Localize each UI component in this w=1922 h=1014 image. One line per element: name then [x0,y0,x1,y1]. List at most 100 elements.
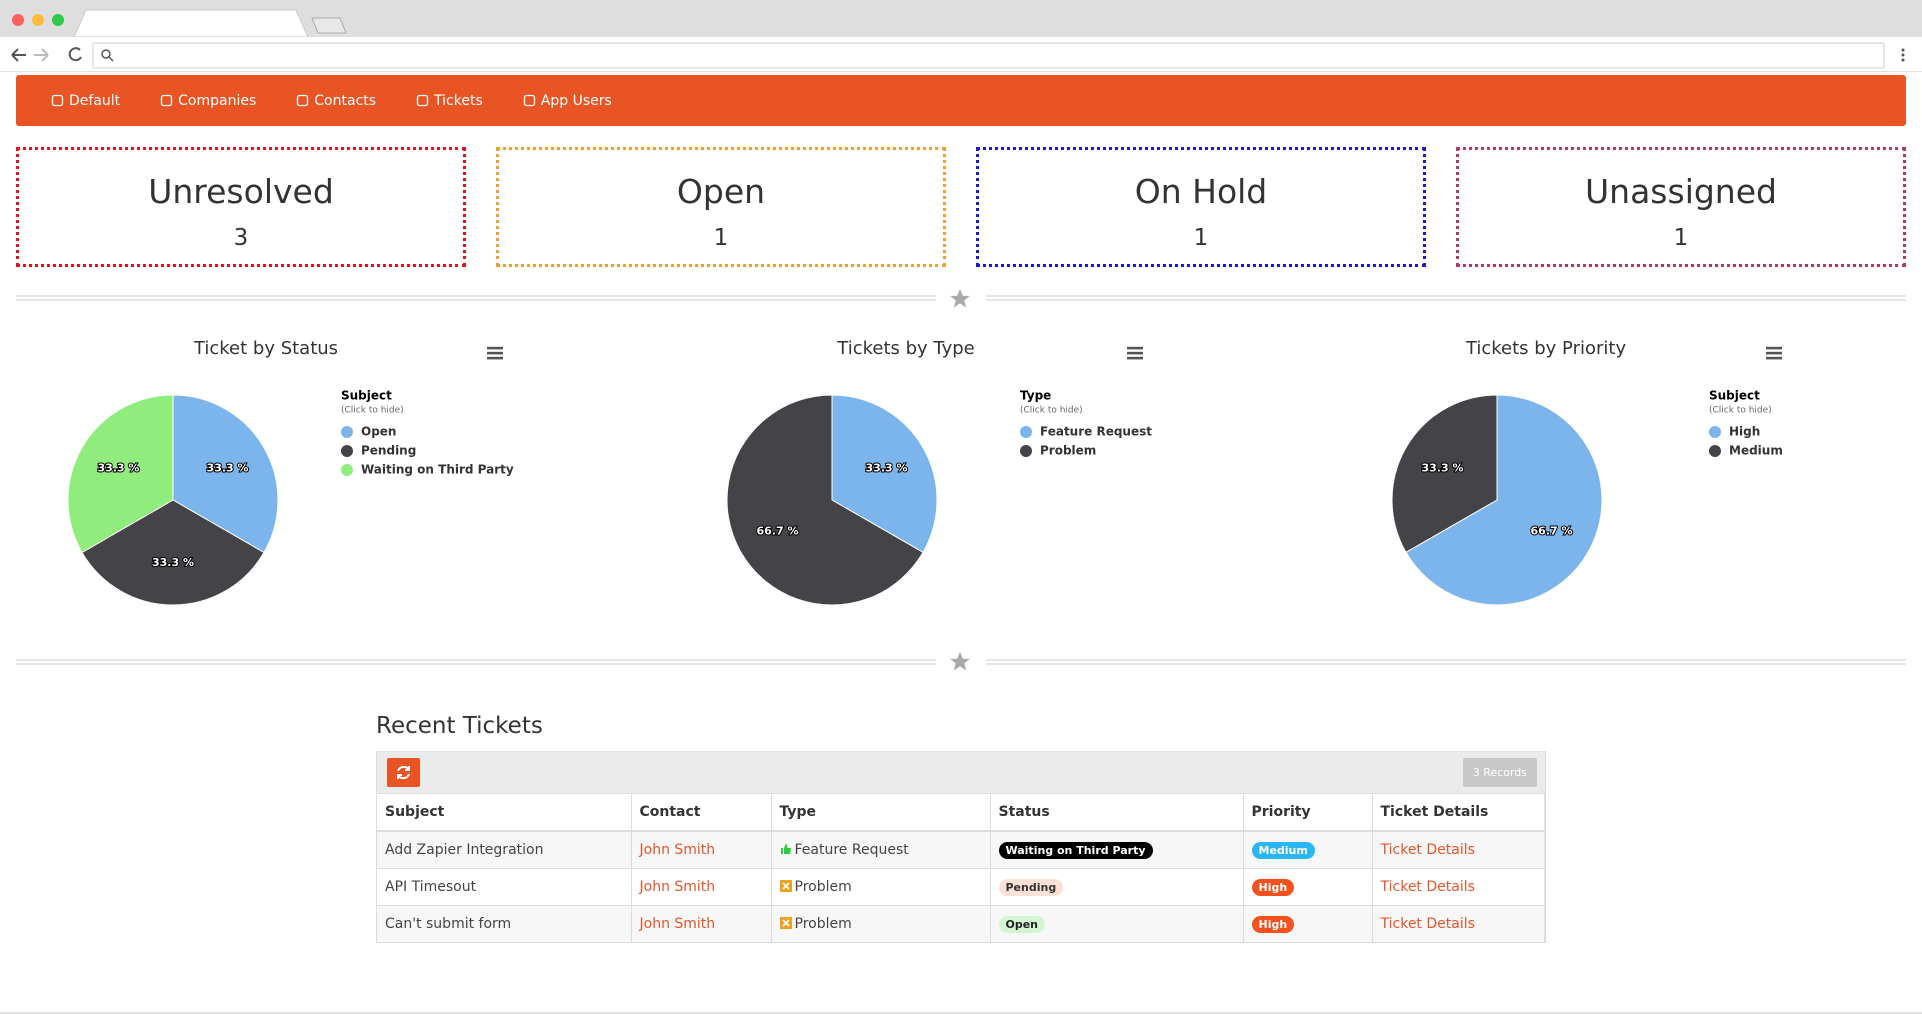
slice-label: 33.3 % [152,556,194,569]
legend-item[interactable]: Medium [1709,444,1783,458]
legend-note: (Click to hide) [1709,406,1772,416]
icon-shape [161,94,173,107]
chart-menu[interactable] [1766,346,1782,360]
menu-bar [1127,356,1143,360]
nav-item[interactable]: Tickets [416,93,483,109]
legend-item[interactable]: High [1709,425,1760,439]
pie-slice[interactable] [831,394,938,553]
menu-bar [487,346,503,350]
card-title: On Hold [1134,172,1268,211]
legend-item[interactable]: Problem [1020,444,1096,458]
chart-title: Ticket by Status [193,338,338,359]
nav-icon [161,94,173,107]
cell: Add Zapier Integration [377,830,632,869]
legend-item[interactable]: Feature Request [1020,425,1152,439]
stat-card: On Hold 1 [976,147,1426,267]
subject: Can't submit form [385,916,512,932]
slice-label: 33.3 % [1421,461,1463,474]
cell: Can't submit form [377,905,632,942]
legend-marker [1709,445,1721,457]
records-button[interactable]: 3 Records [1462,758,1537,787]
nav-icon [51,94,64,107]
legend-note: (Click to hide) [341,406,404,416]
details-link[interactable]: Ticket Details [1380,879,1475,895]
contact-link[interactable]: John Smith [639,916,716,932]
problem-x [781,919,790,927]
menu-bar [1127,346,1143,350]
legend-title: Subject [1709,389,1760,403]
icon-shape [51,94,64,107]
details-link[interactable]: Ticket Details [1380,916,1475,932]
cell: Pending [990,868,1244,906]
slice-label: 33.3 % [97,462,139,475]
chart-title: Tickets by Type [836,338,975,359]
legend-item[interactable]: Pending [341,444,416,458]
menu-bar [1766,346,1782,350]
pie-slice[interactable] [1391,394,1498,553]
ticket-row: API Timesout John Smith Problem Pending High… [377,868,1545,906]
priority-badge: Medium [1251,841,1315,859]
column-header: Priority [1243,794,1373,832]
card-value: 1 [713,225,729,251]
card-value: 1 [1673,225,1689,251]
nav-label: Default [69,92,121,109]
header-row: Subject Contact Type Status Priority Ticket D… [377,794,1545,832]
legend-item[interactable]: Open [341,425,396,439]
legend-title: Subject [341,389,392,403]
cell: High [1243,905,1373,942]
refresh-button[interactable] [387,758,420,787]
legend-marker [341,464,353,476]
chart-menu[interactable] [487,346,503,360]
cell: Medium [1243,830,1373,869]
legend-label: Open [361,425,396,439]
nav-item[interactable]: App Users [523,93,612,109]
legend-marker [341,426,353,438]
cell: Ticket Details [1372,905,1545,942]
pie-slice[interactable] [726,394,924,606]
contact-link[interactable]: John Smith [639,879,716,895]
cell: John Smith [631,905,772,942]
tickets-table: Subject Contact Type Status Priority Ticket D… [377,794,1545,942]
legend-item[interactable]: Waiting on Third Party [341,463,514,477]
cell: Ticket Details [1372,830,1545,869]
column-header: Ticket Details [1372,794,1545,832]
priority-badge: High [1251,915,1295,933]
icon-shape [523,94,535,107]
menu-bar [487,351,503,355]
nav-label: Contacts [314,92,377,109]
pie-slice[interactable] [1405,394,1603,606]
ticket-row: Can't submit form John Smith Problem Open Hi… [377,905,1545,942]
contact-link[interactable]: John Smith [639,842,716,858]
legend-label: Problem [1040,444,1096,458]
cell: John Smith [631,868,772,906]
nav-bar: Default Companies Contacts Tickets App Users [16,75,1906,126]
pie-slice[interactable] [67,394,174,554]
cell: Problem [771,868,991,906]
nav-item[interactable]: Contacts [296,93,376,109]
cell: High [1243,868,1373,906]
nav-label: Tickets [434,92,483,109]
slice-label: 33.3 % [207,462,249,475]
nav-item[interactable]: Default [51,93,120,109]
details-link[interactable]: Ticket Details [1380,842,1475,858]
legend-marker [341,445,353,457]
nav-label: App Users [540,92,612,109]
legend-marker [1709,426,1721,438]
legend-marker [1020,445,1032,457]
type-label: Problem [794,879,852,895]
nav-item[interactable]: Companies [160,93,256,109]
chart-menu[interactable] [1127,346,1143,360]
nav-icon [416,94,429,107]
pie-slice[interactable] [172,394,279,554]
menu-bar [1766,351,1782,355]
column-header: Status [990,794,1244,832]
icon-shape [416,94,429,107]
priority-badge: High [1251,878,1295,896]
card-title: Unassigned [1585,172,1777,211]
type-icon [779,880,792,892]
cell: Waiting on Third Party [990,830,1244,869]
card-title: Open [676,172,766,211]
toolbar: 3 Records [377,752,1545,794]
section-title: Recent Tickets [376,713,543,739]
